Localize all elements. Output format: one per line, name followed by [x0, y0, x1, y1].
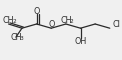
Text: 2: 2 — [70, 19, 73, 24]
Text: O: O — [48, 20, 54, 29]
Text: Cl: Cl — [113, 20, 120, 29]
Text: OH: OH — [74, 37, 87, 46]
Text: 3: 3 — [20, 36, 23, 41]
Text: O: O — [33, 7, 40, 16]
Text: 2: 2 — [12, 19, 16, 24]
Text: CH: CH — [10, 33, 22, 42]
Text: CH: CH — [60, 16, 72, 25]
Text: CH: CH — [3, 16, 14, 25]
